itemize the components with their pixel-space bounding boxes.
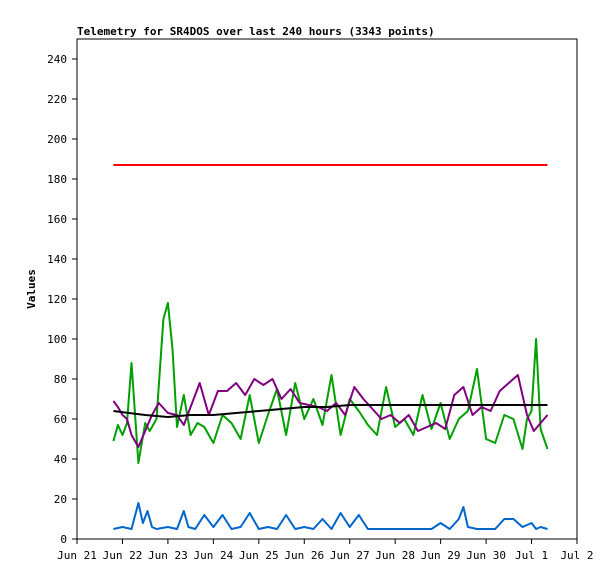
- y-tick-label: 140: [47, 253, 67, 266]
- y-tick-label: 160: [47, 213, 67, 226]
- y-axis: 0 20 40 60 80 100 120 140 160 180 200 220 240: [47, 53, 77, 546]
- y-tick-label: 240: [47, 53, 67, 66]
- y-tick-label: 60: [54, 413, 67, 426]
- y-axis-label: Values: [25, 269, 38, 309]
- x-tick-label: Jul 2: [560, 549, 593, 562]
- y-tick-label: 180: [47, 173, 67, 186]
- series-line-4: [113, 502, 548, 530]
- x-tick-label: Jun 22: [103, 549, 143, 562]
- y-tick-label: 40: [54, 453, 67, 466]
- x-tick-label: Jun 21: [57, 549, 97, 562]
- x-tick-label: Jun 29: [421, 549, 461, 562]
- series-layer: [112, 164, 549, 530]
- y-tick-label: 20: [54, 493, 67, 506]
- x-tick-label: Jun 28: [375, 549, 415, 562]
- chart-title: Telemetry for SR4DOS over last 240 hours…: [77, 25, 435, 38]
- series-line-1: [112, 302, 549, 464]
- plot-frame: [76, 38, 578, 540]
- x-tick-label: Jun 23: [148, 549, 188, 562]
- x-tick-label: Jun 26: [284, 549, 324, 562]
- x-tick-label: Jun 24: [193, 549, 233, 562]
- series-line-3: [113, 404, 548, 418]
- y-tick-label: 80: [54, 373, 67, 386]
- y-tick-label: 0: [60, 533, 67, 546]
- y-tick-label: 100: [47, 333, 67, 346]
- x-tick-label: Jul 1: [515, 549, 548, 562]
- x-axis: Jun 21 Jun 22 Jun 23 Jun 24 Jun 25 Jun 26 Jun …: [57, 539, 594, 562]
- x-tick-label: Jun 30: [466, 549, 506, 562]
- x-tick-label: Jun 25: [239, 549, 279, 562]
- y-tick-label: 200: [47, 133, 67, 146]
- x-tick-label: Jun 27: [330, 549, 370, 562]
- y-tick-label: 220: [47, 93, 67, 106]
- y-tick-label: 120: [47, 293, 67, 306]
